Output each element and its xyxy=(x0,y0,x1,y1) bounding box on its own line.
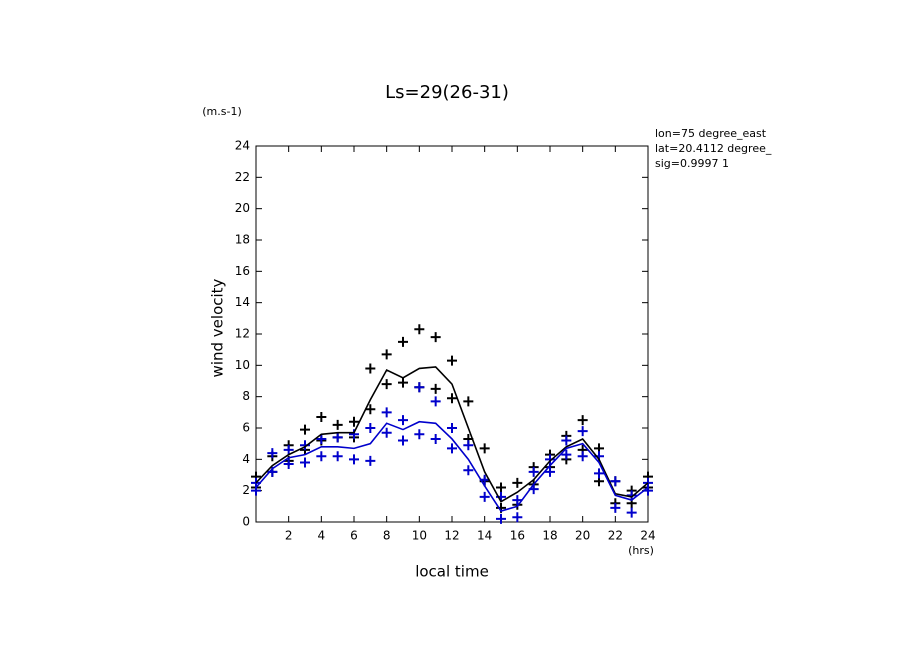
x-tick-label: 4 xyxy=(318,529,326,543)
cross-marker xyxy=(332,419,343,430)
x-tick-label: 22 xyxy=(608,529,623,543)
y-tick-label: 2 xyxy=(242,483,250,497)
cross-marker xyxy=(577,415,588,426)
cross-marker xyxy=(267,448,278,459)
cross-marker xyxy=(561,435,572,446)
cross-marker xyxy=(430,396,441,407)
cross-marker xyxy=(545,454,555,465)
cross-marker xyxy=(463,465,474,476)
cross-marker xyxy=(610,502,621,513)
cross-marker xyxy=(561,449,572,460)
x-tick-label: 14 xyxy=(477,529,492,543)
cross-marker xyxy=(349,416,359,427)
cross-marker xyxy=(626,490,637,501)
y-tick-label: 18 xyxy=(235,233,250,247)
y-tick-label: 16 xyxy=(235,264,250,278)
cross-marker xyxy=(300,457,310,468)
cross-marker xyxy=(381,427,392,438)
cross-marker xyxy=(512,512,523,523)
y-tick-label: 4 xyxy=(242,452,250,466)
cross-marker xyxy=(610,476,621,487)
x-tick-label: 8 xyxy=(383,529,391,543)
x-tick-label: 10 xyxy=(412,529,427,543)
cross-marker xyxy=(398,336,408,347)
cross-marker xyxy=(512,477,523,488)
cross-marker xyxy=(626,507,637,518)
cross-marker xyxy=(447,423,457,433)
plot-frame xyxy=(255,145,649,523)
cross-marker xyxy=(594,468,604,479)
cross-marker xyxy=(496,513,506,524)
cross-marker xyxy=(528,466,539,477)
x-tick-label: 12 xyxy=(444,529,459,543)
cross-marker xyxy=(398,415,408,426)
cross-marker xyxy=(447,393,457,404)
cross-marker xyxy=(365,404,376,415)
cross-marker xyxy=(463,396,474,407)
x-tick-label: 20 xyxy=(575,529,590,543)
cross-marker xyxy=(381,349,392,360)
cross-marker xyxy=(512,495,523,506)
y-tick-label: 10 xyxy=(235,358,250,372)
cross-marker xyxy=(430,332,441,343)
cross-marker xyxy=(496,482,506,493)
cross-marker xyxy=(300,424,310,435)
cross-marker xyxy=(332,432,343,443)
cross-marker xyxy=(430,433,441,444)
x-unit: (hrs) xyxy=(628,544,654,557)
cross-marker xyxy=(414,382,425,393)
cross-marker xyxy=(316,451,327,462)
cross-marker xyxy=(545,466,555,477)
x-tick-label: 18 xyxy=(542,529,557,543)
chart-title: Ls=29(26-31) xyxy=(385,82,509,103)
cross-marker xyxy=(430,383,441,394)
mean-line xyxy=(255,420,649,512)
cross-marker xyxy=(381,407,392,418)
x-tick-label: 2 xyxy=(285,529,293,543)
cross-marker xyxy=(283,459,294,470)
cross-marker xyxy=(316,433,327,444)
cross-marker xyxy=(479,491,490,502)
cross-marker xyxy=(414,429,425,440)
x-tick-label: 24 xyxy=(640,529,655,543)
cross-marker xyxy=(365,363,376,374)
annotation: sig=0.9997 1 xyxy=(655,157,729,170)
cross-marker xyxy=(447,443,457,454)
annotation: lat=20.4112 degree_ xyxy=(655,142,772,155)
cross-marker xyxy=(479,443,490,454)
cross-marker xyxy=(463,440,474,451)
cross-marker xyxy=(316,412,327,423)
cross-marker xyxy=(332,451,343,462)
cross-marker xyxy=(349,454,359,465)
cross-marker xyxy=(283,444,294,455)
cross-marker xyxy=(577,451,588,462)
cross-marker xyxy=(414,324,425,335)
y-tick-label: 14 xyxy=(235,295,250,309)
cross-marker xyxy=(365,423,376,433)
cross-marker xyxy=(398,377,408,388)
cross-marker xyxy=(447,355,457,366)
y-axis-label: wind velocity xyxy=(209,278,227,377)
mean-line xyxy=(255,366,649,503)
y-unit: (m.s-1) xyxy=(202,105,242,118)
y-tick-label: 8 xyxy=(242,389,250,403)
cross-marker xyxy=(381,379,392,390)
y-tick-label: 20 xyxy=(235,201,250,215)
y-tick-label: 12 xyxy=(235,327,250,341)
annotation: lon=75 degree_east xyxy=(655,127,767,140)
x-tick-label: 16 xyxy=(510,529,525,543)
y-tick-label: 6 xyxy=(242,421,250,435)
x-axis-label: local time xyxy=(415,563,489,581)
y-tick-label: 24 xyxy=(235,139,250,153)
cross-marker xyxy=(398,435,408,446)
y-tick-label: 0 xyxy=(242,515,250,529)
cross-marker xyxy=(577,426,588,437)
cross-marker xyxy=(365,455,376,466)
y-tick-label: 22 xyxy=(235,170,250,184)
x-tick-label: 6 xyxy=(350,529,358,543)
